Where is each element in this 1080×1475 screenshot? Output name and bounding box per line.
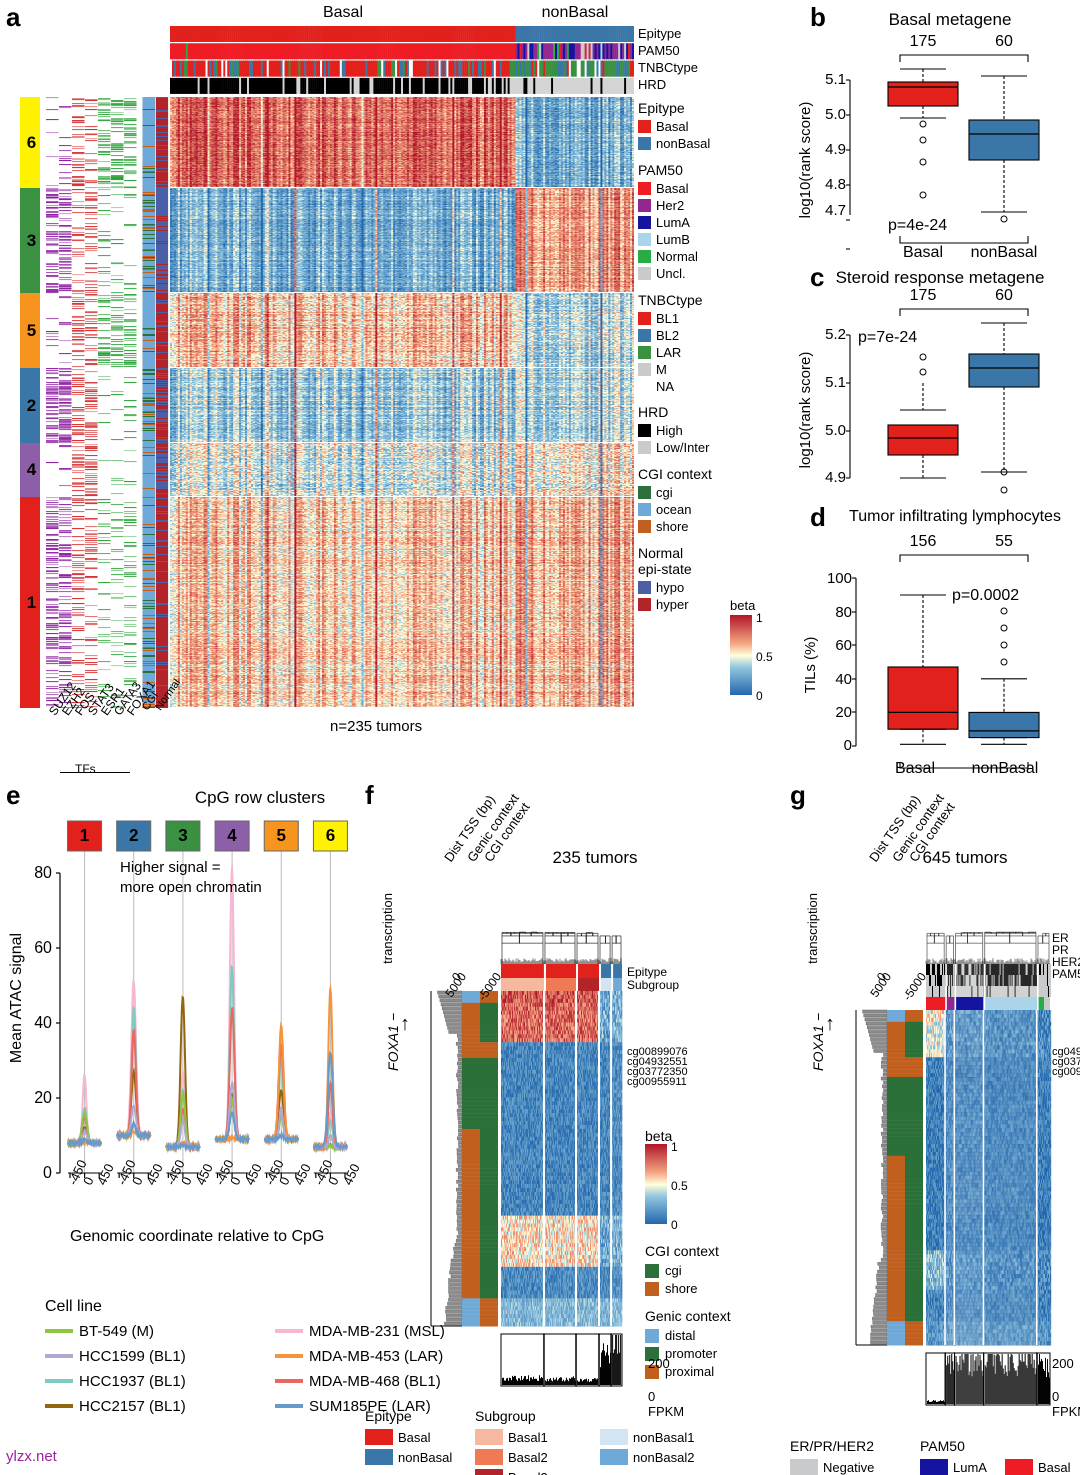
svg-text:4.9: 4.9 (825, 469, 846, 486)
svg-text:p=0.0002: p=0.0002 (952, 587, 1019, 604)
svg-text:100: 100 (827, 570, 852, 587)
svg-text:5.0: 5.0 (825, 422, 846, 439)
svg-text:log10(rank score): log10(rank score) (797, 102, 814, 219)
svg-text:p=4e-24: p=4e-24 (888, 217, 947, 234)
svg-text:4.9: 4.9 (825, 141, 846, 158)
svg-text:5.1: 5.1 (825, 374, 846, 391)
svg-text:60: 60 (835, 637, 852, 654)
svg-text:TILs (%): TILs (%) (802, 637, 819, 694)
svg-text:BT-549 (M): BT-549 (M) (79, 1323, 154, 1340)
svg-text:175: 175 (910, 33, 937, 50)
svg-text:log10(rank score): log10(rank score) (797, 352, 814, 469)
svg-text:HCC1937 (BL1): HCC1937 (BL1) (79, 1373, 186, 1390)
svg-text:nonBasal: nonBasal (971, 244, 1038, 260)
svg-text:5.2: 5.2 (825, 326, 846, 343)
svg-text:5.1: 5.1 (825, 71, 846, 88)
svg-text:HCC2157 (BL1): HCC2157 (BL1) (79, 1398, 186, 1415)
svg-text:60: 60 (995, 287, 1013, 304)
svg-text:55: 55 (995, 533, 1013, 550)
svg-text:40: 40 (835, 671, 852, 688)
svg-text:p=7e-24: p=7e-24 (858, 329, 917, 346)
svg-text:Basal: Basal (903, 244, 943, 260)
svg-text:HCC1599 (BL1): HCC1599 (BL1) (79, 1348, 186, 1365)
svg-text:4.7: 4.7 (825, 202, 846, 219)
svg-text:80: 80 (835, 604, 852, 621)
svg-text:0: 0 (844, 737, 852, 754)
svg-text:4.8: 4.8 (825, 176, 846, 193)
svg-text:175: 175 (910, 287, 937, 304)
svg-text:5.0: 5.0 (825, 106, 846, 123)
svg-text:156: 156 (910, 533, 937, 550)
svg-text:60: 60 (995, 33, 1013, 50)
svg-text:20: 20 (835, 704, 852, 721)
